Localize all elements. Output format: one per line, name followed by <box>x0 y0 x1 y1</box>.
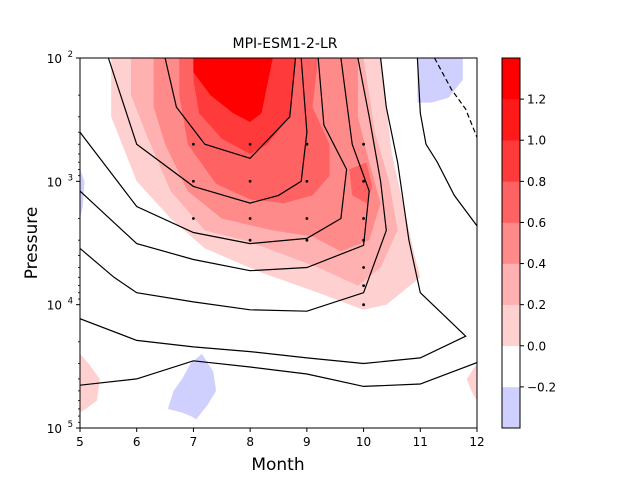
plot-frame <box>79 57 478 429</box>
colorbar-band-6 <box>502 140 520 182</box>
x-tick-label-0: 5 <box>76 435 84 449</box>
x-tick-label-6: 11 <box>413 435 428 449</box>
colorbar-tick-label-6: 1.0 <box>527 134 546 148</box>
colorbar-band-3 <box>502 263 520 305</box>
x-tick-label-4: 9 <box>303 435 311 449</box>
colorbar-band-4 <box>502 222 520 264</box>
x-tick-label-2: 7 <box>190 435 198 449</box>
colorbar-band-1 <box>502 345 520 388</box>
colorbar-tick-label-4: 0.6 <box>527 216 546 230</box>
x-axis-ticks: 5 6 7 8 9 10 11 12 <box>76 428 485 449</box>
colorbar-tick-label-1: 0.0 <box>527 339 546 353</box>
contour-lines <box>80 58 477 388</box>
filled-region-7 <box>167 353 217 420</box>
y-axis-ticks: 10 2 10 3 10 4 10 5 <box>47 50 80 436</box>
significance-dot-14 <box>362 238 365 242</box>
filled-region-6 <box>193 58 273 122</box>
significance-dot-10 <box>305 217 309 220</box>
y-tick-label-1: 10 <box>47 175 62 189</box>
contour-line-4 <box>80 58 387 312</box>
filled-region-8 <box>417 58 463 103</box>
significance-dot-8 <box>192 217 195 220</box>
significance-dot-2 <box>305 142 309 146</box>
colorbar-tick-label-0: −0.2 <box>527 380 556 394</box>
y-tick-exponent-3: 5 <box>68 420 73 430</box>
significance-dot-13 <box>305 238 309 242</box>
filled-region-11 <box>466 363 477 401</box>
contour-line-1 <box>107 58 308 204</box>
significance-dot-15 <box>362 266 365 269</box>
colorbar-band-7 <box>502 99 520 141</box>
significance-dot-7 <box>362 179 365 183</box>
contour-line-8 <box>433 58 477 138</box>
y-tick-exponent-2: 4 <box>68 297 73 307</box>
significance-dot-4 <box>192 179 195 183</box>
significance-dot-6 <box>305 179 309 183</box>
contour-line-5 <box>80 58 467 365</box>
colorbar-band-5 <box>502 181 520 223</box>
y-tick-exponent-1: 3 <box>68 173 73 183</box>
significance-dot-12 <box>248 238 252 242</box>
significance-dot-11 <box>362 217 365 220</box>
significance-dots <box>192 142 365 307</box>
y-tick-label-3: 10 <box>47 422 62 436</box>
x-tick-label-7: 12 <box>469 435 484 449</box>
y-tick-label-2: 10 <box>47 299 62 313</box>
filled-region-10 <box>80 353 100 413</box>
significance-dot-1 <box>248 142 252 146</box>
significance-dot-17 <box>362 303 365 307</box>
colorbar: −0.2 0.0 0.2 0.4 0.6 0.8 1.0 1.2 <box>501 57 556 429</box>
significance-dot-16 <box>362 284 365 287</box>
filled-region-4 <box>349 162 373 204</box>
y-axis-label: Pressure <box>22 207 42 280</box>
filled-regions <box>80 58 477 420</box>
colorbar-tick-label-7: 1.2 <box>527 93 546 107</box>
significance-dot-9 <box>248 217 252 220</box>
contour-line-0 <box>164 58 297 159</box>
significance-dot-0 <box>192 142 195 146</box>
colorbar-tick-label-5: 0.8 <box>527 175 546 189</box>
x-tick-label-1: 6 <box>133 435 141 449</box>
contour-line-3 <box>80 58 370 272</box>
y-tick-exponent-0: 2 <box>68 50 73 60</box>
x-axis-label: Month <box>251 455 304 475</box>
contour-line-7 <box>416 58 477 227</box>
contour-line-2 <box>80 58 348 245</box>
chart-title: MPI-ESM1-2-LR <box>233 36 338 52</box>
y-tick-label-0: 10 <box>47 52 62 66</box>
significance-dot-3 <box>362 142 365 146</box>
colorbar-frame <box>501 57 521 429</box>
colorbar-tick-label-3: 0.4 <box>527 257 546 271</box>
colorbar-band-8 <box>502 58 520 100</box>
significance-dot-5 <box>248 179 252 183</box>
x-tick-label-3: 8 <box>246 435 254 449</box>
colorbar-band-2 <box>502 304 520 347</box>
x-tick-label-5: 10 <box>356 435 371 449</box>
colorbar-band-0 <box>502 386 520 429</box>
colorbar-tick-label-2: 0.2 <box>527 298 546 312</box>
contour-line-6 <box>80 360 477 388</box>
